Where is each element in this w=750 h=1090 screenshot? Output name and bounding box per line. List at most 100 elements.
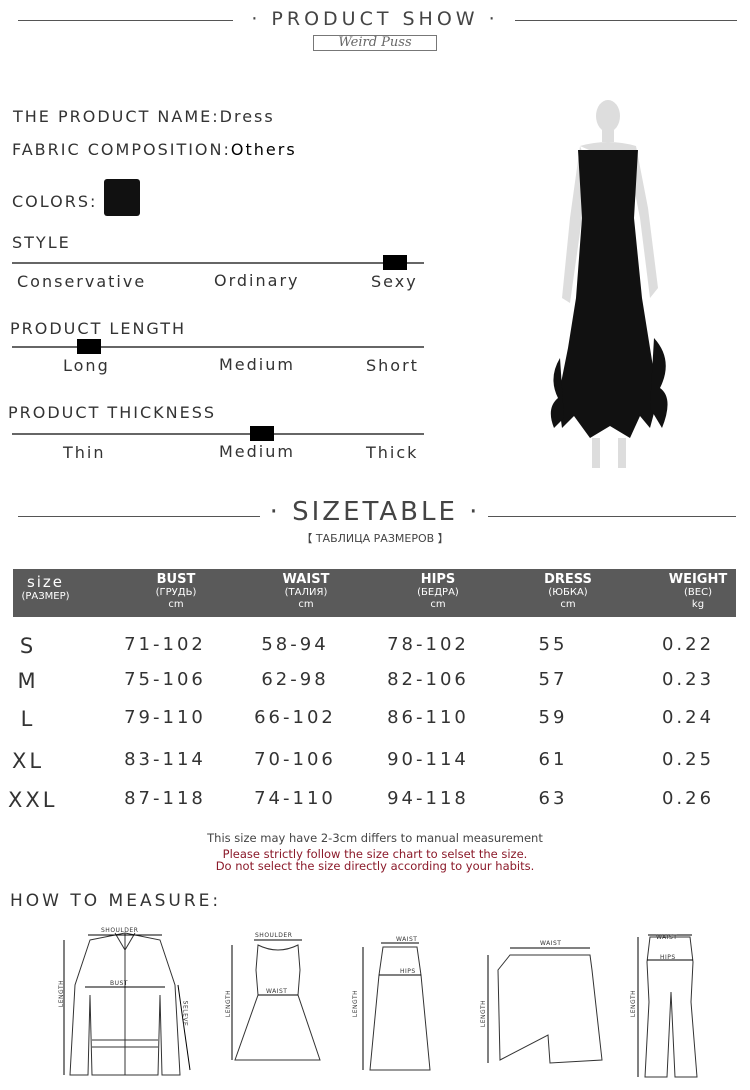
style-option: Ordinary — [214, 271, 300, 290]
style-marker — [383, 255, 407, 270]
thickness-option: Thin — [63, 443, 106, 462]
header-ru: (БЕДРА) — [417, 587, 459, 598]
table-cell: 0.26 — [661, 788, 715, 809]
length-label: LENGTH — [630, 989, 638, 1018]
length-label: LENGTH — [480, 999, 488, 1028]
shoulder-label: SHOULDER — [255, 932, 293, 939]
label: FABRIC COMPOSITION: — [12, 140, 231, 159]
sizetable-title: · SIZETABLE · — [269, 497, 481, 527]
header-name: WAIST — [282, 572, 330, 587]
header-bust: BUST (ГРУДЬ) cm — [136, 572, 216, 611]
title-text: PRODUCT SHOW — [271, 8, 479, 30]
note-line: This size may have 2-3cm differs to manu… — [207, 831, 543, 845]
table-cell: 87-118 — [124, 788, 206, 809]
header-name: DRESS — [544, 572, 592, 587]
divider — [488, 516, 736, 517]
table-cell: 74-110 — [254, 788, 336, 809]
header-name: WEIGHT — [668, 572, 728, 587]
header-unit: cm — [298, 599, 314, 610]
size-cell: S — [19, 634, 37, 658]
thickness-option: Thick — [366, 443, 419, 462]
length-label: LENGTH — [352, 989, 360, 1018]
header-ru: (ГРУДЬ) — [155, 587, 197, 598]
hips-label: HIPS — [660, 954, 676, 961]
header-unit: cm — [560, 599, 576, 610]
section-title: · PRODUCT SHOW · — [251, 8, 499, 30]
size-cell: M — [17, 669, 39, 693]
style-label: STYLE — [12, 233, 71, 252]
table-cell: 78-102 — [387, 634, 469, 655]
table-cell: 82-106 — [387, 669, 469, 690]
shorts-measure-icon — [487, 947, 603, 1064]
value: Dress — [219, 107, 275, 126]
color-swatch-black[interactable] — [104, 179, 140, 216]
table-cell: 55 — [538, 634, 568, 655]
table-cell: 94-118 — [387, 788, 469, 809]
length-label: PRODUCT LENGTH — [10, 319, 187, 338]
style-option: Conservative — [17, 272, 147, 291]
table-cell: 59 — [538, 707, 568, 728]
label: THE PRODUCT NAME: — [13, 107, 220, 126]
thickness-scale — [12, 433, 424, 435]
bust-label: BUST — [110, 980, 128, 987]
size-cell: L — [20, 707, 36, 731]
header-dress: DRESS (ЮБКА) cm — [528, 572, 608, 611]
how-to-measure-title: HOW TO MEASURE: — [10, 891, 222, 911]
size-cell: XL — [11, 749, 45, 773]
table-cell: 79-110 — [124, 707, 206, 728]
table-cell: 90-114 — [387, 749, 469, 770]
sleeve-label: SELEVE — [181, 1000, 189, 1027]
sizetable-subtitle: 【 ТАБЛИЦА РАЗМЕРОВ 】 — [301, 532, 449, 545]
length-option: Long — [63, 356, 110, 375]
header-waist: WAIST (ТАЛИЯ) cm — [266, 572, 346, 611]
table-cell: 66-102 — [254, 707, 336, 728]
waist-label: WAIST — [396, 936, 418, 943]
divider — [18, 516, 260, 517]
table-cell: 0.24 — [661, 707, 715, 728]
table-cell: 75-106 — [124, 669, 206, 690]
title-text: SIZETABLE — [292, 497, 458, 527]
table-cell: 86-110 — [387, 707, 469, 728]
table-cell: 61 — [538, 749, 568, 770]
header-name: BUST — [156, 572, 196, 587]
style-option: Sexy — [371, 272, 418, 291]
table-cell: 83-114 — [124, 749, 206, 770]
size-table-header: size (РАЗМЕР) BUST (ГРУДЬ) cm WAIST (ТАЛИЯ) c… — [13, 569, 736, 617]
colors-label: COLORS: — [12, 192, 98, 211]
value: Others — [230, 140, 297, 159]
header-name: HIPS — [420, 572, 456, 587]
table-cell: 0.22 — [661, 634, 715, 655]
length-label: LENGTH — [225, 989, 233, 1018]
header-size: size (РАЗМЕР) — [13, 574, 78, 603]
table-cell: 0.25 — [661, 749, 715, 770]
thickness-option: Medium — [219, 442, 295, 461]
thickness-label: PRODUCT THICKNESS — [8, 403, 216, 422]
length-marker — [77, 339, 101, 354]
length-option: Short — [366, 356, 419, 375]
warning-line: Do not select the size directly accordin… — [215, 859, 535, 873]
header-name: size — [26, 573, 65, 591]
length-option: Medium — [219, 355, 295, 374]
pants-measure-icon — [637, 934, 698, 1078]
skirt-measure-icon — [362, 942, 431, 1071]
table-cell: 0.23 — [661, 669, 715, 690]
size-cell: XXL — [8, 788, 58, 812]
dress-measure-icon — [231, 939, 321, 1061]
divider — [18, 20, 233, 21]
table-cell: 62-98 — [261, 669, 329, 690]
length-label: LENGTH — [58, 979, 66, 1008]
table-cell: 57 — [538, 669, 568, 690]
header-unit: cm — [430, 599, 446, 610]
thickness-marker — [250, 426, 274, 441]
hips-label: HIPS — [400, 968, 416, 975]
product-photo-dress — [550, 100, 668, 468]
header-unit: kg — [691, 599, 705, 610]
divider — [515, 20, 737, 21]
product-name: THE PRODUCT NAME:Dress — [13, 107, 275, 126]
header-weight: WEIGHT (ВЕС) kg — [658, 572, 738, 611]
table-cell: 70-106 — [254, 749, 336, 770]
header-unit: cm — [168, 599, 184, 610]
header-ru: (РАЗМЕР) — [21, 591, 70, 602]
shoulder-label: SHOULDER — [101, 927, 139, 934]
table-cell: 71-102 — [124, 634, 206, 655]
